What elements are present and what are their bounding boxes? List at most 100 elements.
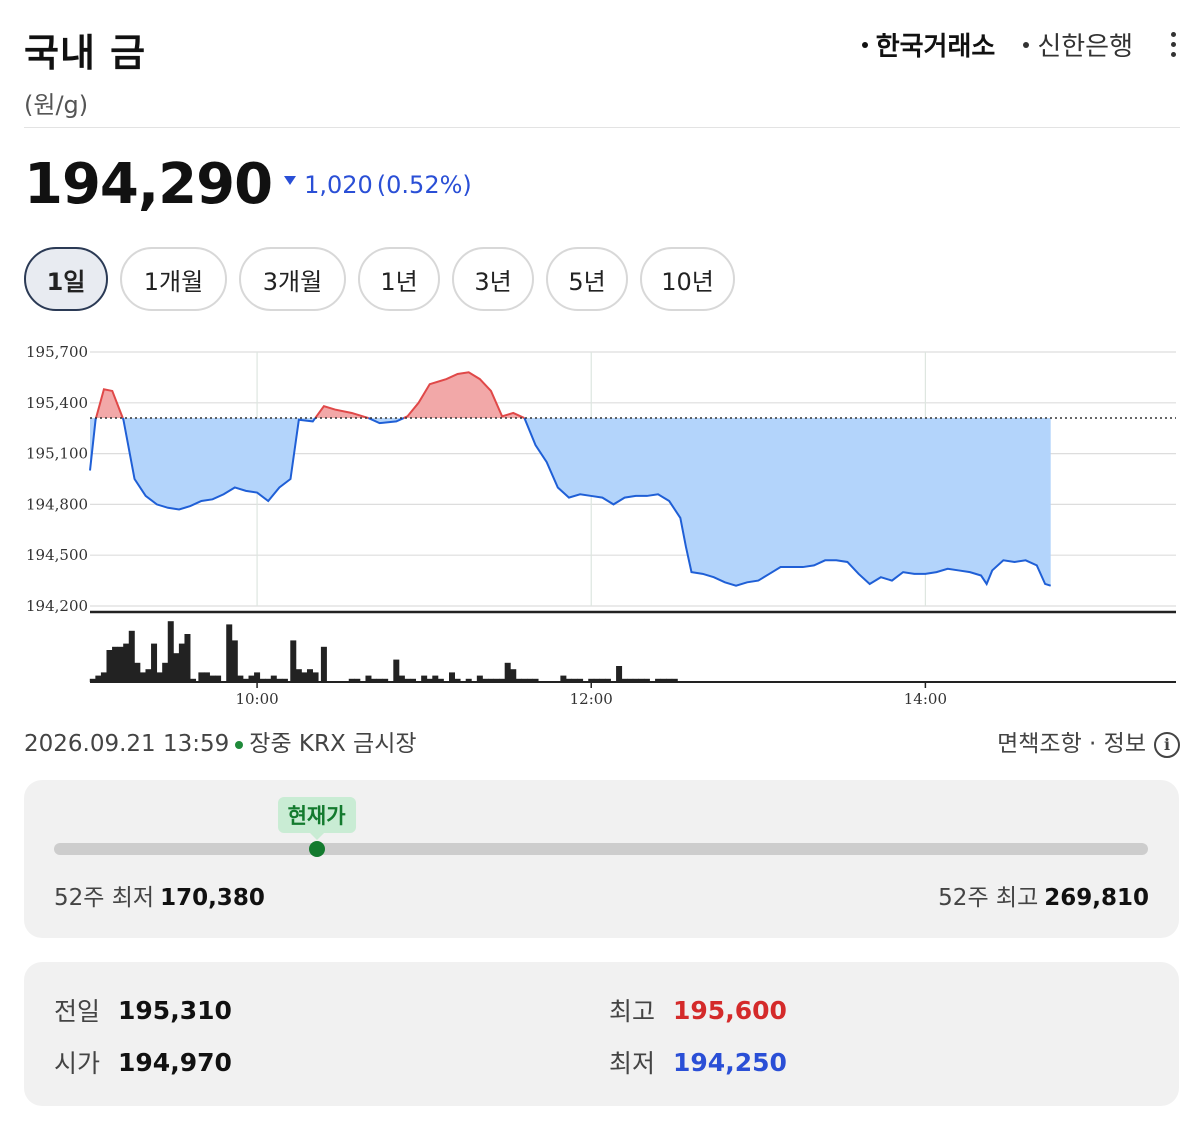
- volume-bar: [100, 672, 107, 682]
- volume-bar: [671, 678, 678, 682]
- volume-bar: [106, 650, 113, 682]
- volume-bar: [254, 672, 261, 682]
- stat-value: 195,600: [673, 995, 787, 1025]
- y-tick-label: 195,100: [26, 445, 88, 463]
- stat-prev-close: 전일 195,310: [54, 992, 232, 1028]
- volume-bar: [215, 675, 222, 682]
- volume-bar: [593, 678, 600, 682]
- volume-bar: [89, 678, 96, 682]
- volume-bar: [643, 678, 650, 682]
- volume-bar: [209, 675, 216, 682]
- volume-bar: [198, 672, 205, 682]
- stat-value: 194,970: [118, 1047, 232, 1077]
- volume-bar: [354, 678, 361, 682]
- volume-bar: [493, 678, 500, 682]
- stat-label: 최고: [609, 997, 656, 1026]
- volume-bar: [259, 678, 266, 682]
- tab-3y[interactable]: 3년: [452, 247, 534, 311]
- volume-bar: [421, 675, 428, 682]
- volume-bar: [515, 678, 522, 682]
- volume-bar: [571, 678, 578, 682]
- volume-bar: [616, 666, 623, 682]
- volume-bar: [376, 678, 383, 682]
- volume-bar: [312, 672, 319, 682]
- tab-10y[interactable]: 10년: [640, 247, 735, 311]
- volume-bar: [190, 678, 197, 682]
- stat-low: 최저 194,250: [609, 1044, 787, 1080]
- x-tick-label: 12:00: [570, 690, 613, 708]
- volume-bar: [231, 640, 238, 682]
- price-line-up: [403, 371, 525, 419]
- change-amount: 1,020: [304, 170, 373, 199]
- volume-bar: [560, 675, 567, 682]
- tab-5y[interactable]: 5년: [546, 247, 628, 311]
- period-tabs: 1일 1개월 3개월 1년 3년 5년 10년: [24, 247, 735, 311]
- price-area: [89, 371, 1176, 587]
- y-tick-label: 195,400: [26, 394, 88, 412]
- bullet-icon: [1023, 41, 1030, 48]
- range-low-label: 52주 최저: [54, 885, 155, 911]
- x-tick-label: 14:00: [904, 690, 947, 708]
- range-track: 현재가: [54, 797, 1148, 857]
- volume-bar: [371, 678, 378, 682]
- volume-bar: [178, 643, 185, 682]
- volume-bar: [632, 678, 639, 682]
- page-header: 국내 금 (원/g) 한국거래소 신한은행: [24, 22, 1180, 128]
- volume-bar: [621, 678, 628, 682]
- tab-1y[interactable]: 1년: [358, 247, 440, 311]
- source-krx[interactable]: 한국거래소: [861, 26, 995, 63]
- price-chart[interactable]: 195,700 195,400 195,100 194,800 194,500 194,2…: [0, 330, 1200, 714]
- market-status: 2026.09.21 13:59 장중 KRX 금시장: [24, 724, 417, 758]
- volume-bar: [599, 678, 606, 682]
- y-tick-label: 194,800: [26, 495, 88, 513]
- volume-bar: [565, 678, 572, 682]
- volume-bar: [476, 675, 483, 682]
- stat-label: 전일: [54, 997, 101, 1026]
- more-vertical-icon[interactable]: [1167, 28, 1180, 61]
- tab-1m[interactable]: 1개월: [120, 247, 227, 311]
- stat-value: 194,250: [673, 1047, 787, 1077]
- info-icon[interactable]: i: [1154, 731, 1180, 758]
- y-tick-label: 195,700: [26, 343, 88, 361]
- volume-bar: [604, 678, 611, 682]
- volume-bar: [627, 678, 634, 682]
- disclaimer-link[interactable]: 면책조항 · 정보 i: [997, 724, 1180, 758]
- stat-value: 195,310: [118, 995, 232, 1025]
- price-unit: (원/g): [24, 91, 89, 119]
- volume-bar: [156, 672, 163, 682]
- volume-bar: [139, 672, 146, 682]
- source-shinhan[interactable]: 신한은행: [1023, 26, 1133, 63]
- tab-3m[interactable]: 3개월: [239, 247, 346, 311]
- stats-card: 전일 195,310 시가 194,970 최고 195,600 최저 194,250: [24, 962, 1179, 1106]
- price-line-up: [95, 388, 124, 419]
- timestamp: 2026.09.21 13:59: [24, 731, 230, 757]
- volume-bar: [226, 624, 233, 682]
- volume-bar: [465, 678, 472, 682]
- volume-bar: [151, 643, 158, 682]
- down-triangle-icon: [284, 176, 297, 185]
- volume-bar: [306, 669, 313, 682]
- price-line-down: [121, 417, 317, 511]
- volume-bar: [487, 678, 494, 682]
- volume-bar: [128, 630, 135, 682]
- tab-1d[interactable]: 1일: [24, 247, 108, 311]
- volume-bar: [526, 678, 533, 682]
- volume-bar: [162, 662, 169, 682]
- disclaimer-label: 면책조항 · 정보: [997, 731, 1146, 757]
- stat-label: 시가: [54, 1049, 101, 1078]
- volume-bar: [320, 646, 327, 682]
- volume-bar: [123, 643, 130, 682]
- y-axis-labels: 195,700 195,400 195,100 194,800 194,500 194,2…: [26, 343, 88, 615]
- volume-bar: [112, 646, 119, 682]
- range-low-value: 170,380: [160, 885, 265, 911]
- page-title: 국내 금: [24, 31, 147, 75]
- volume-bar: [203, 672, 210, 682]
- y-tick-label: 194,500: [26, 546, 88, 564]
- volume-bar: [365, 675, 372, 682]
- volume-bar: [95, 675, 102, 682]
- current-price: 194,290: [24, 152, 273, 217]
- volume-bar: [660, 678, 667, 682]
- chart-footer: 2026.09.21 13:59 장중 KRX 금시장 면책조항 · 정보 i: [24, 724, 1180, 758]
- range-high-value: 269,810: [1044, 885, 1149, 911]
- price-change: 1,020 (0.52%): [284, 171, 472, 199]
